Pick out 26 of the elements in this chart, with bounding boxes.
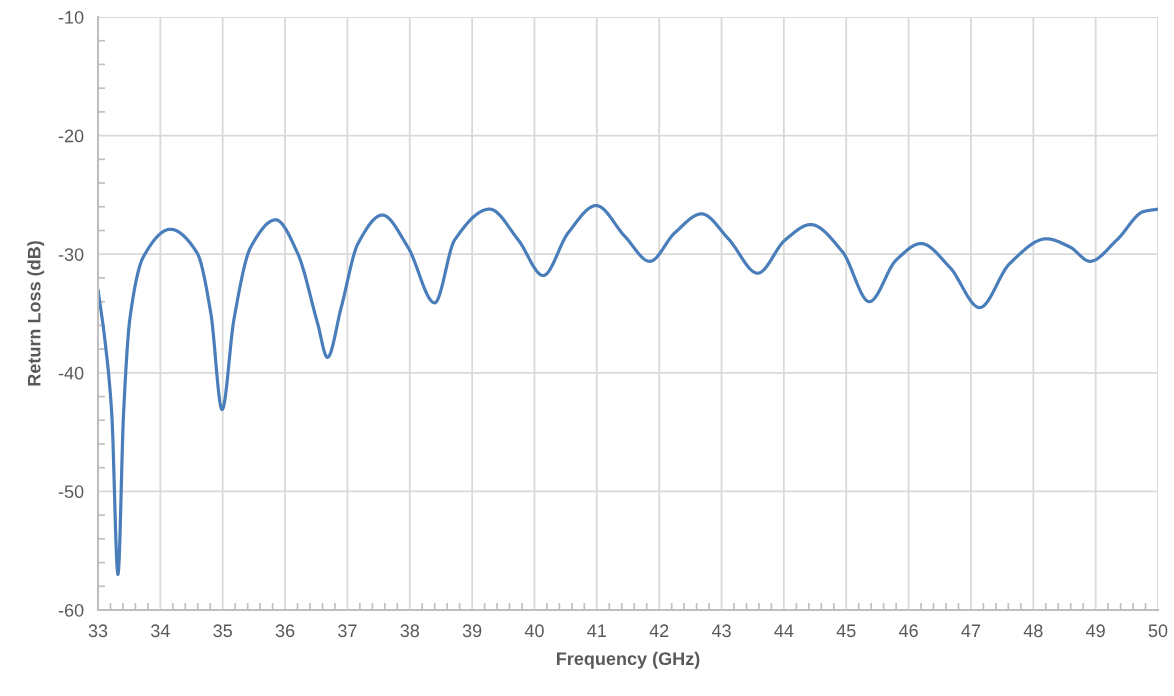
x-axis-title: Frequency (GHz) bbox=[556, 651, 700, 669]
y-tick-label: -50 bbox=[58, 485, 84, 499]
y-tick-label: -40 bbox=[58, 366, 84, 380]
x-tick-label: 45 bbox=[836, 624, 856, 638]
x-tick-label: 44 bbox=[774, 624, 794, 637]
x-tick-label: 39 bbox=[462, 624, 482, 638]
x-tick-label: 33 bbox=[88, 624, 108, 638]
x-tick-label: 46 bbox=[898, 624, 918, 638]
x-tick-label: 40 bbox=[524, 624, 544, 638]
x-tick-label: 35 bbox=[213, 624, 232, 638]
y-tick-label: -60 bbox=[58, 603, 84, 617]
x-tick-label: 49 bbox=[1086, 624, 1105, 638]
y-tick-label: -10 bbox=[58, 10, 84, 24]
x-tick-label: 43 bbox=[711, 624, 731, 638]
x-tick-label: 36 bbox=[275, 624, 295, 638]
y-tick-label: -30 bbox=[58, 248, 84, 261]
x-tick-label: 48 bbox=[1023, 624, 1043, 638]
x-tick-label: 42 bbox=[649, 624, 669, 637]
x-tick-label: 50 bbox=[1148, 624, 1168, 638]
y-tick-label: -20 bbox=[58, 129, 84, 143]
x-tick-label: 37 bbox=[338, 624, 357, 638]
y-axis-title: Return Loss (dB) bbox=[27, 241, 45, 386]
x-tick-label: 47 bbox=[961, 624, 981, 637]
x-tick-label: 38 bbox=[400, 624, 420, 638]
x-tick-label: 34 bbox=[151, 624, 170, 638]
x-tick-label: 41 bbox=[587, 624, 606, 637]
